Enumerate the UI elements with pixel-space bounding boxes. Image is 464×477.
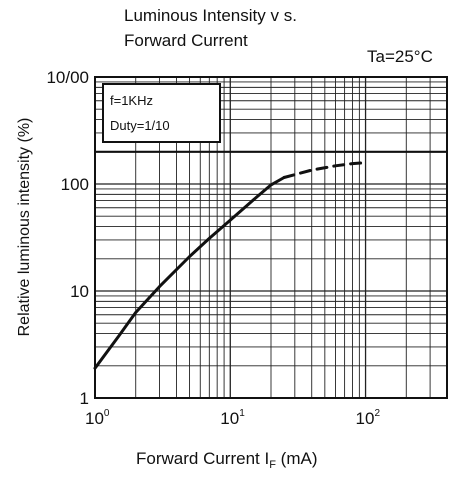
chart-title-line-1: Luminous Intensity v s. bbox=[124, 6, 297, 25]
legend-box bbox=[102, 83, 221, 143]
legend-text-1: f=1KHz bbox=[110, 93, 153, 108]
x-tick-label: 100 bbox=[85, 408, 110, 428]
x-axis-label-unit: (mA) bbox=[275, 449, 318, 468]
x-tick-label: 101 bbox=[220, 408, 245, 428]
x-tick-exponent: 1 bbox=[239, 408, 245, 419]
y-tick-label: 100 bbox=[61, 175, 89, 194]
x-tick-exponent: 2 bbox=[374, 408, 380, 419]
x-tick-base: 10 bbox=[85, 409, 104, 428]
y-tick-label: 1 bbox=[80, 389, 89, 408]
x-axis-label-text: Forward Current I bbox=[136, 449, 270, 468]
x-tick-label: 102 bbox=[356, 408, 381, 428]
legend-text-2: Duty=1/10 bbox=[110, 118, 170, 133]
y-tick-label: 10 bbox=[70, 282, 89, 301]
y-tick-label: 10/00 bbox=[46, 68, 89, 87]
series-line-solid bbox=[93, 176, 286, 370]
x-axis-label-subscript: F bbox=[269, 459, 276, 471]
series-line-dashed bbox=[282, 161, 368, 179]
plot-frame bbox=[94, 76, 448, 399]
x-axis-label: Forward Current IF (mA) bbox=[136, 449, 317, 471]
x-tick-base: 10 bbox=[220, 409, 239, 428]
x-tick-base: 10 bbox=[356, 409, 375, 428]
chart-title-line-2: Forward Current bbox=[124, 31, 248, 50]
x-tick-exponent: 0 bbox=[104, 408, 110, 419]
temperature-condition: Ta=25°C bbox=[367, 47, 433, 66]
